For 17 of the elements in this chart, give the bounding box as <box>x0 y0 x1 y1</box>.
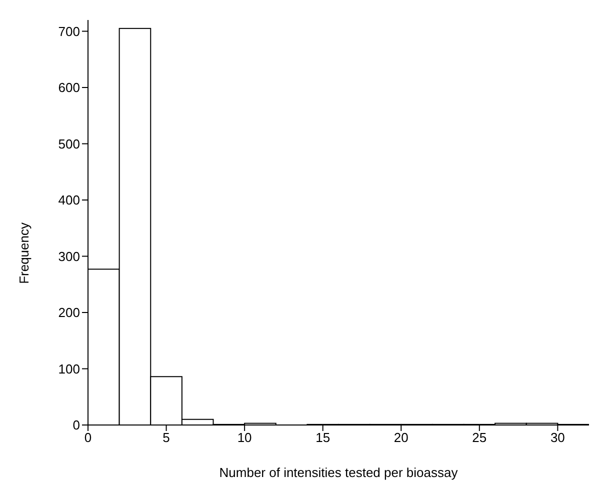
x-tick-label: 20 <box>394 430 408 446</box>
y-axis-title: Frequency <box>16 222 32 284</box>
y-tick-label: 200 <box>58 305 80 320</box>
x-tick-label: 15 <box>316 430 330 446</box>
x-tick-label: 5 <box>162 430 170 446</box>
y-tick-label: 100 <box>58 361 80 376</box>
y-tick-label: 300 <box>58 248 80 264</box>
x-tick-label: 0 <box>84 430 92 446</box>
y-tick-label: 0 <box>72 418 80 433</box>
y-tick-label: 700 <box>58 24 80 39</box>
x-tick-label: 10 <box>237 430 252 446</box>
x-axis-title: Number of intensities tested per bioassay <box>219 465 458 480</box>
y-tick-label: 500 <box>58 136 80 152</box>
y-tick-label: 600 <box>58 80 80 96</box>
x-tick-label: 30 <box>550 430 565 446</box>
x-tick-label: 25 <box>472 430 487 446</box>
y-tick-label: 400 <box>58 192 80 208</box>
